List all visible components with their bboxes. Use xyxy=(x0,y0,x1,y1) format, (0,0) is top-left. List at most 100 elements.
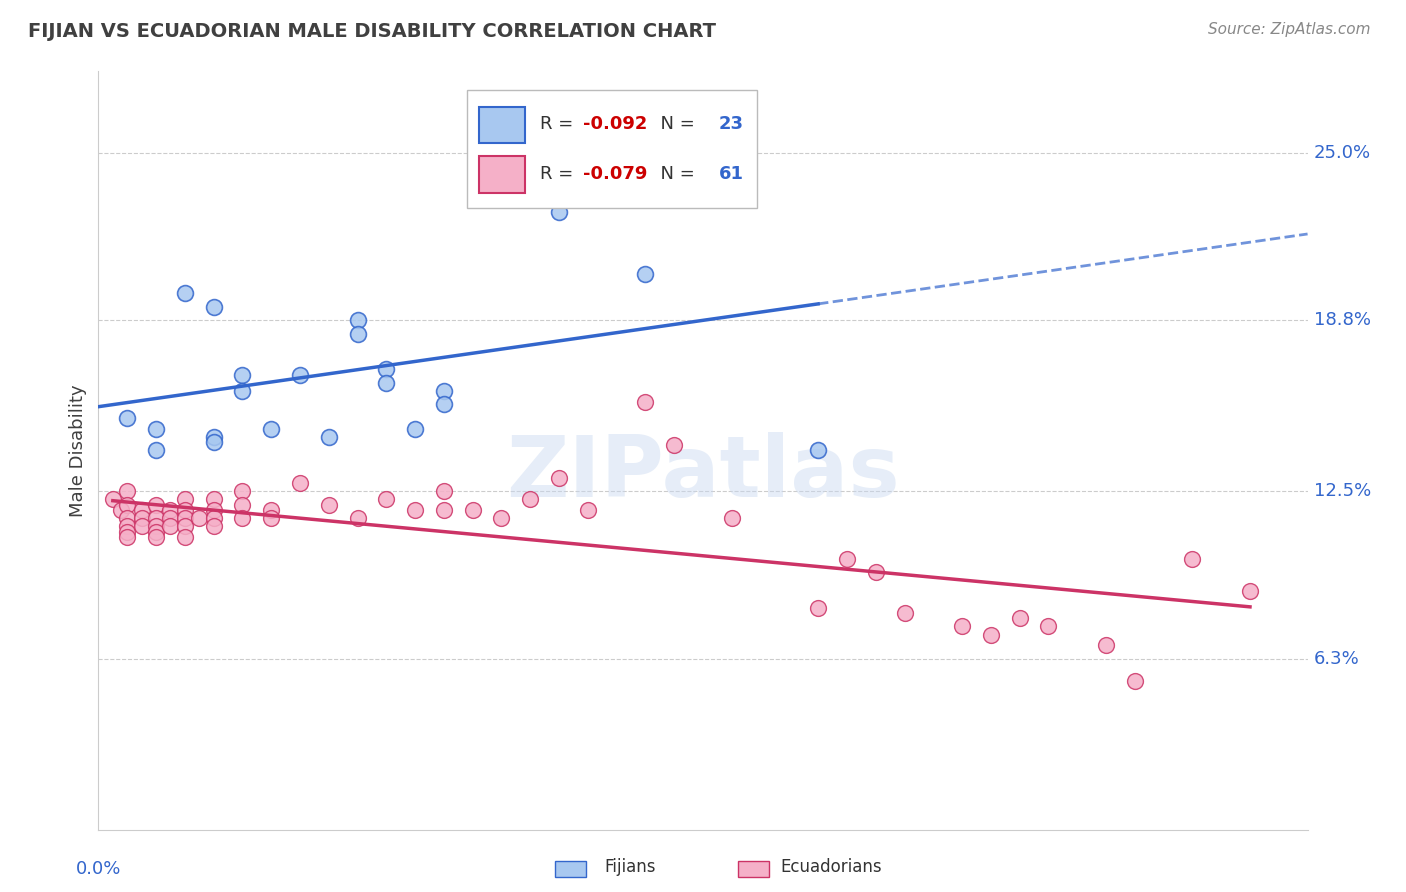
Point xyxy=(202,435,225,450)
Point xyxy=(375,376,398,390)
Text: Ecuadorians: Ecuadorians xyxy=(780,858,882,876)
Text: 12.5%: 12.5% xyxy=(1313,482,1371,500)
Text: R =: R = xyxy=(540,115,579,134)
Text: FIJIAN VS ECUADORIAN MALE DISABILITY CORRELATION CHART: FIJIAN VS ECUADORIAN MALE DISABILITY COR… xyxy=(28,22,716,41)
Point xyxy=(346,326,368,341)
Point xyxy=(893,606,915,620)
Text: 25.0%: 25.0% xyxy=(1313,144,1371,161)
Point xyxy=(1123,673,1146,688)
Point xyxy=(173,519,195,533)
Text: N =: N = xyxy=(648,115,700,134)
Point xyxy=(131,519,153,533)
Text: 23: 23 xyxy=(718,115,744,134)
Point xyxy=(346,313,368,327)
Point xyxy=(865,566,887,580)
Point xyxy=(115,524,138,539)
Point xyxy=(576,503,599,517)
Point xyxy=(202,300,225,314)
Text: 61: 61 xyxy=(718,165,744,183)
Point xyxy=(980,627,1002,641)
Point xyxy=(1181,551,1204,566)
Point xyxy=(548,205,571,219)
Point xyxy=(288,475,311,490)
Point xyxy=(131,511,153,525)
Point xyxy=(433,503,456,517)
Point xyxy=(115,498,138,512)
Text: -0.079: -0.079 xyxy=(583,165,648,183)
Point xyxy=(807,600,830,615)
Point xyxy=(318,498,340,512)
Y-axis label: Male Disability: Male Disability xyxy=(69,384,87,516)
Point xyxy=(145,530,167,544)
Point xyxy=(346,511,368,525)
Point xyxy=(231,498,253,512)
Point xyxy=(433,397,456,411)
Point xyxy=(1095,639,1118,653)
Point xyxy=(950,619,973,633)
Point xyxy=(202,492,225,507)
Point xyxy=(404,422,426,436)
Point xyxy=(231,368,253,382)
Point xyxy=(404,503,426,517)
Point xyxy=(115,519,138,533)
Point xyxy=(231,384,253,398)
Point xyxy=(634,394,657,409)
Point xyxy=(115,530,138,544)
Point xyxy=(173,286,195,301)
Point xyxy=(231,511,253,525)
Point xyxy=(145,498,167,512)
Point xyxy=(202,430,225,444)
Point xyxy=(720,511,742,525)
Text: ZIPatlas: ZIPatlas xyxy=(506,432,900,515)
Point xyxy=(159,511,181,525)
Point xyxy=(110,503,132,517)
Point xyxy=(101,492,124,507)
Point xyxy=(1008,611,1031,625)
Text: N =: N = xyxy=(648,165,700,183)
Point xyxy=(260,422,283,436)
Text: 18.8%: 18.8% xyxy=(1313,311,1371,329)
Text: 0.0%: 0.0% xyxy=(76,860,121,878)
FancyBboxPatch shape xyxy=(467,90,758,208)
Point xyxy=(173,511,195,525)
Point xyxy=(433,484,456,499)
Point xyxy=(173,530,195,544)
Point xyxy=(288,368,311,382)
Point xyxy=(145,422,167,436)
Point xyxy=(145,443,167,458)
Point xyxy=(115,511,138,525)
Point xyxy=(548,470,571,484)
Point xyxy=(1038,619,1060,633)
Point xyxy=(145,511,167,525)
Point xyxy=(202,519,225,533)
FancyBboxPatch shape xyxy=(479,156,526,193)
Point xyxy=(1239,584,1261,599)
Point xyxy=(173,492,195,507)
Point xyxy=(173,503,195,517)
Point xyxy=(145,524,167,539)
Point xyxy=(131,503,153,517)
Point xyxy=(159,503,181,517)
Point xyxy=(461,503,484,517)
Point xyxy=(375,492,398,507)
Point xyxy=(115,411,138,425)
Point xyxy=(159,519,181,533)
Point xyxy=(664,438,686,452)
Point xyxy=(634,268,657,282)
Point xyxy=(318,430,340,444)
FancyBboxPatch shape xyxy=(479,107,526,144)
Text: R =: R = xyxy=(540,165,579,183)
Point xyxy=(519,492,541,507)
Point xyxy=(491,511,513,525)
Text: -0.092: -0.092 xyxy=(583,115,648,134)
Point xyxy=(188,511,211,525)
Point xyxy=(519,178,541,193)
Point xyxy=(115,484,138,499)
Point xyxy=(202,511,225,525)
Point xyxy=(807,443,830,458)
Point xyxy=(835,551,858,566)
Point xyxy=(433,384,456,398)
Text: Fijians: Fijians xyxy=(605,858,657,876)
Point xyxy=(375,362,398,376)
Text: 6.3%: 6.3% xyxy=(1313,650,1360,668)
